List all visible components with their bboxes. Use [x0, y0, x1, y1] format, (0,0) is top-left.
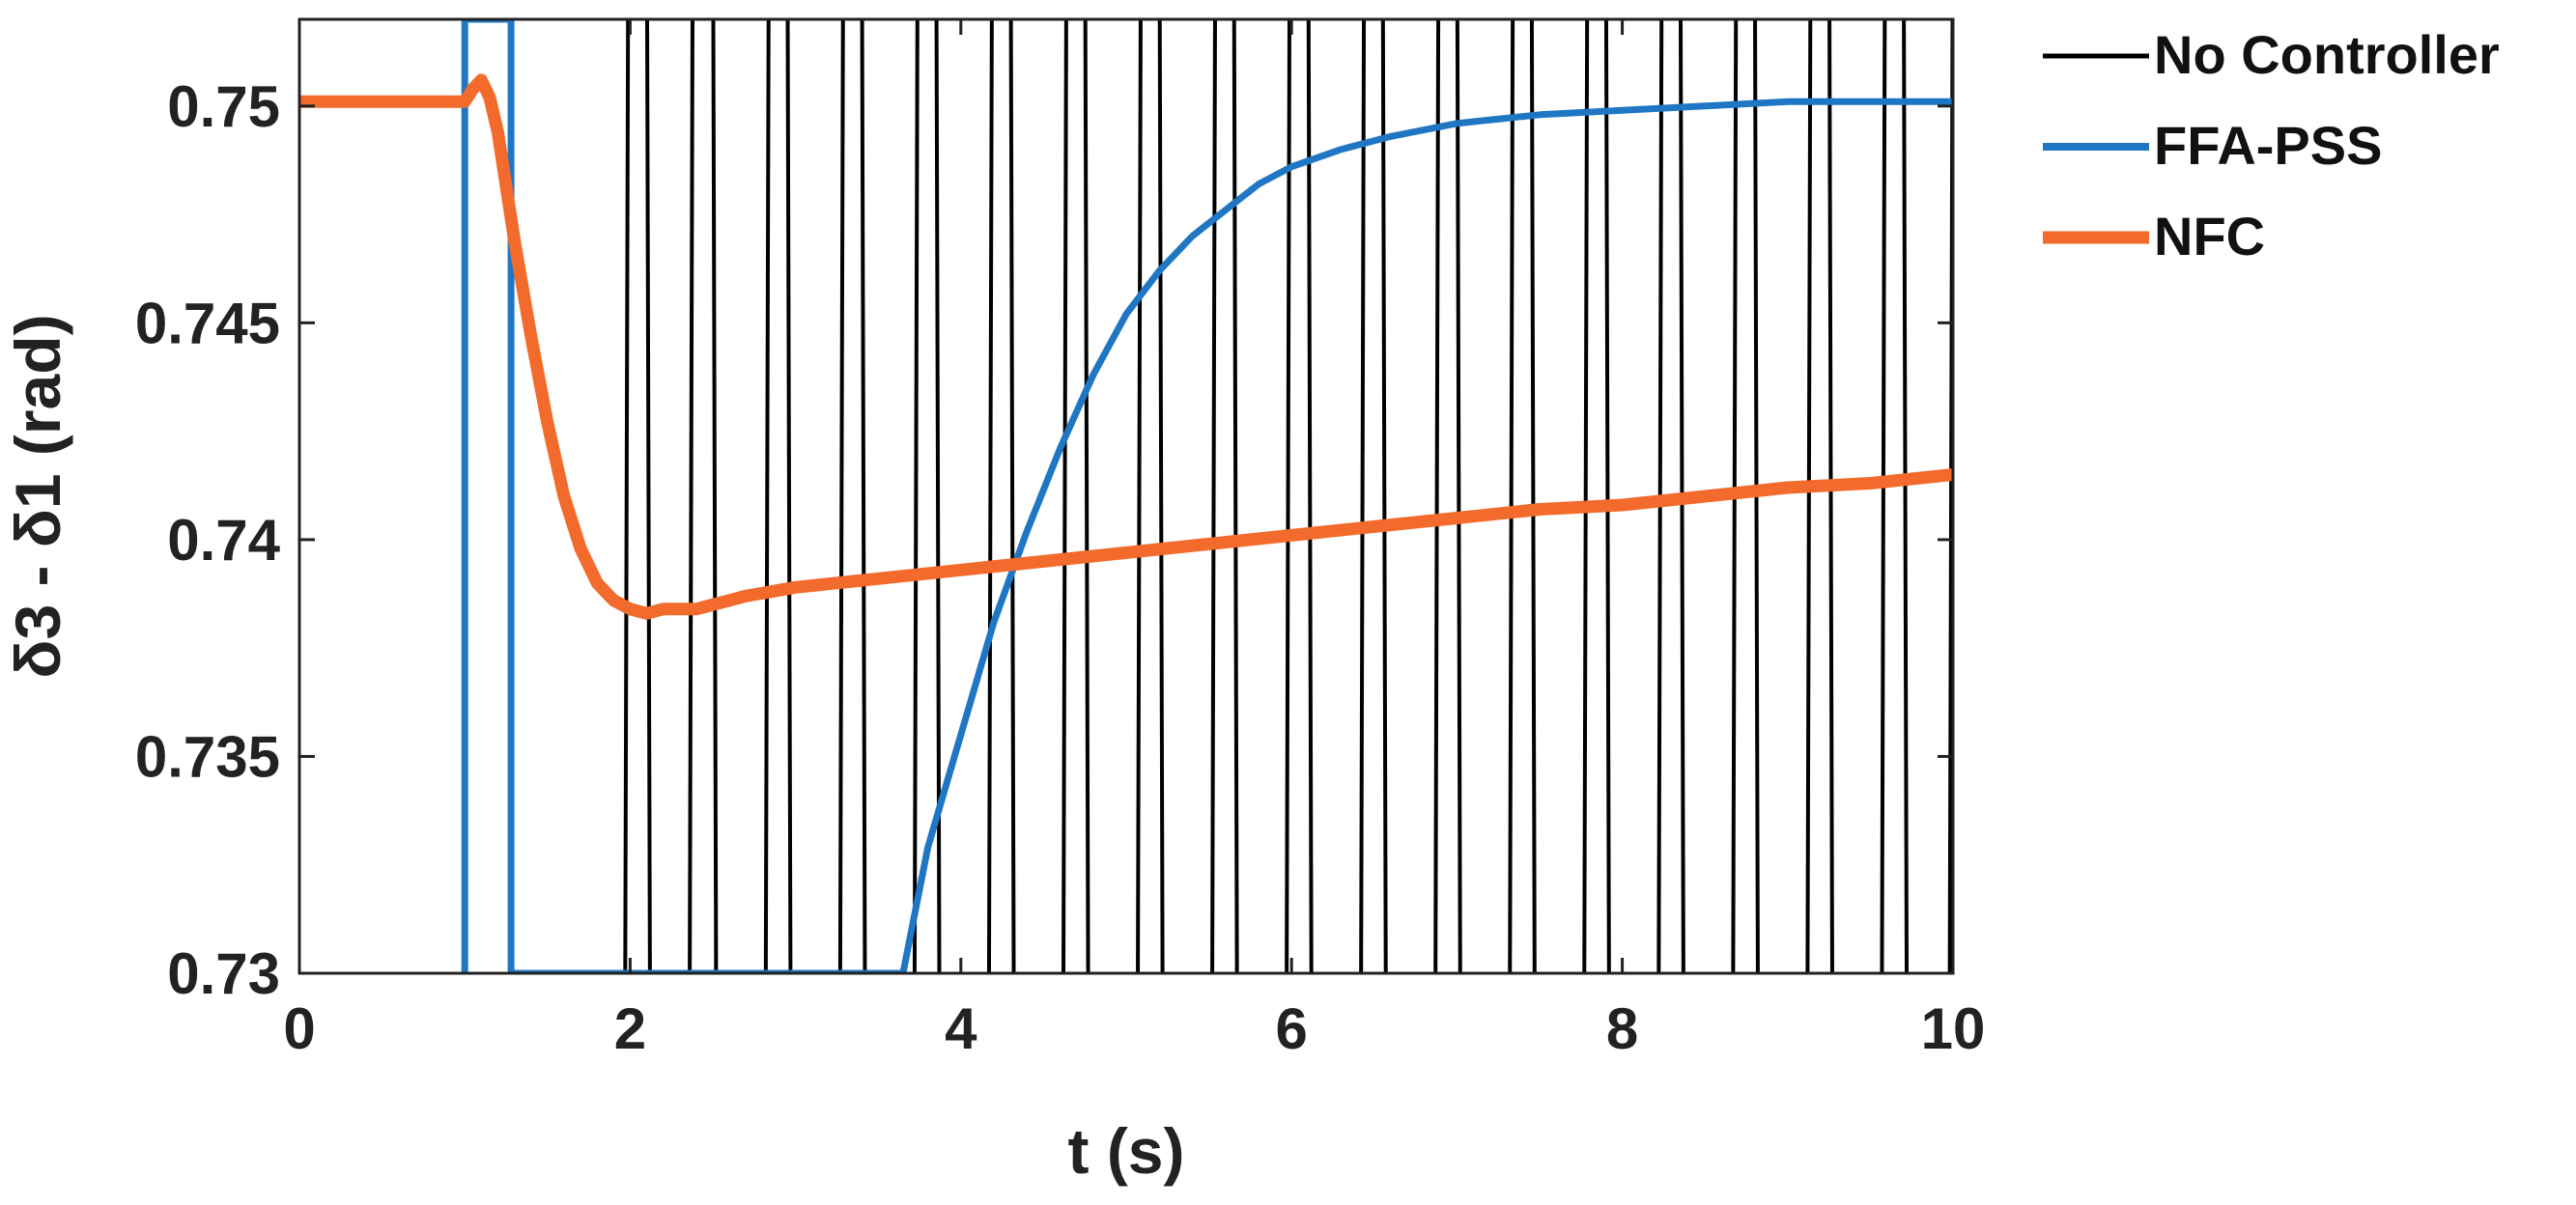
- x-axis-label: t (s): [1068, 1115, 1185, 1187]
- no-controller-swing: [1805, 19, 1813, 973]
- y-tick-label: 0.735: [135, 724, 280, 789]
- no-controller-swing: [934, 19, 942, 973]
- x-tick-label: 6: [1276, 996, 1308, 1061]
- no-controller-swing: [860, 19, 867, 973]
- no-controller-swing: [1157, 19, 1165, 973]
- no-controller-swing: [785, 19, 793, 973]
- y-axis-ticks: 0.73 0.735 0.74 0.745 0.75: [135, 74, 1953, 1006]
- series-no-controller: [623, 19, 1953, 973]
- no-controller-swing: [1136, 19, 1143, 973]
- no-controller-swing: [1582, 19, 1590, 973]
- no-controller-swing: [1508, 19, 1515, 973]
- no-controller-swing: [763, 19, 771, 973]
- no-controller-swing: [1880, 19, 1887, 973]
- x-tick-label: 10: [1921, 996, 1986, 1061]
- x-axis-ticks: 0 2 4 6 8 10: [283, 19, 1985, 1061]
- no-controller-swing: [1306, 19, 1314, 973]
- no-controller-swing: [711, 19, 719, 973]
- no-controller-swing: [1529, 19, 1537, 973]
- series-nfc: [299, 73, 1953, 620]
- y-tick-label: 0.745: [135, 291, 280, 355]
- no-controller-swing: [1433, 19, 1441, 973]
- no-controller-swing: [1827, 19, 1834, 973]
- legend-label: FFA-PSS: [2154, 115, 2382, 176]
- y-tick-label: 0.73: [167, 941, 280, 1006]
- no-controller-swing: [1210, 19, 1217, 973]
- no-controller-swing: [837, 19, 845, 973]
- series-ffa-pss: [461, 19, 1953, 973]
- no-controller-swing: [1603, 19, 1611, 973]
- legend-label: No Controller: [2154, 24, 2500, 85]
- no-controller-swing: [645, 19, 652, 973]
- series-layer: [299, 19, 1953, 973]
- x-tick-label: 4: [945, 996, 977, 1061]
- no-controller-swing: [688, 19, 694, 973]
- no-controller-swing: [986, 19, 994, 973]
- no-controller-swing: [1455, 19, 1462, 973]
- no-controller-swing: [1359, 19, 1367, 973]
- no-controller-swing: [1062, 19, 1068, 973]
- no-controller-swing: [1083, 19, 1090, 973]
- plot-frame: [297, 17, 1955, 975]
- x-tick-label: 8: [1606, 996, 1638, 1061]
- no-controller-swing: [623, 19, 631, 973]
- y-tick-label: 0.74: [167, 508, 280, 573]
- no-controller-swing: [912, 19, 920, 973]
- no-controller-swing: [1380, 19, 1388, 973]
- legend: No Controller FFA-PSS NFC: [2043, 24, 2500, 266]
- legend-label: NFC: [2154, 206, 2265, 266]
- no-controller-swing: [1008, 19, 1016, 973]
- no-controller-swing: [1231, 19, 1239, 973]
- x-tick-label: 2: [614, 996, 646, 1061]
- no-controller-swing: [1902, 19, 1910, 973]
- y-axis-label: δ3 - δ1 (rad): [2, 314, 73, 678]
- x-tick-label: 0: [283, 996, 315, 1061]
- y-tick-label: 0.75: [167, 74, 280, 139]
